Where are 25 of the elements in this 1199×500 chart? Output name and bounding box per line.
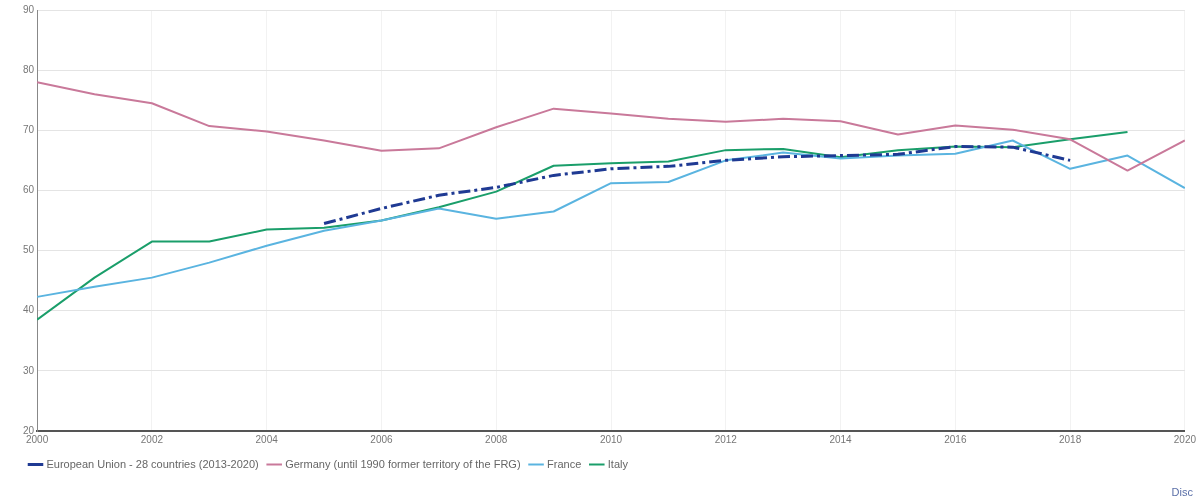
x-tick-label: 2016 [944,433,967,445]
y-tick-label: 70 [23,124,35,136]
line-series [322,145,1072,226]
x-tick-label: 2006 [370,433,394,445]
y-tick-label: 50 [23,244,35,256]
legend-label: France [547,457,582,470]
x-tick-label: 2004 [255,433,279,445]
x-tick-label: 2000 [26,433,49,445]
legend-label: Germany (until 1990 former territory of the FRG) [285,457,521,470]
x-tick-label: 2020 [1173,433,1197,445]
x-tick-label: 2018 [1058,433,1082,445]
y-tick-label: 90 [23,3,35,15]
legend-label: Italy [607,457,629,470]
x-tick-label: 2002 [140,433,164,445]
text: Disc [1171,486,1193,498]
legend-label: European Union - 28 countries (2013-2020) [46,457,259,470]
x-tick-label: 2008 [485,433,508,445]
y-tick-label: 20 [23,424,35,436]
x-tick-label: 2012 [714,433,738,445]
x-tick-label: 2010 [599,433,623,445]
y-tick-label: 80 [23,63,35,75]
y-tick-label: 60 [23,184,35,196]
x-tick-label: 2014 [829,433,853,445]
y-tick-label: 30 [23,364,35,376]
y-tick-label: 40 [23,304,35,316]
